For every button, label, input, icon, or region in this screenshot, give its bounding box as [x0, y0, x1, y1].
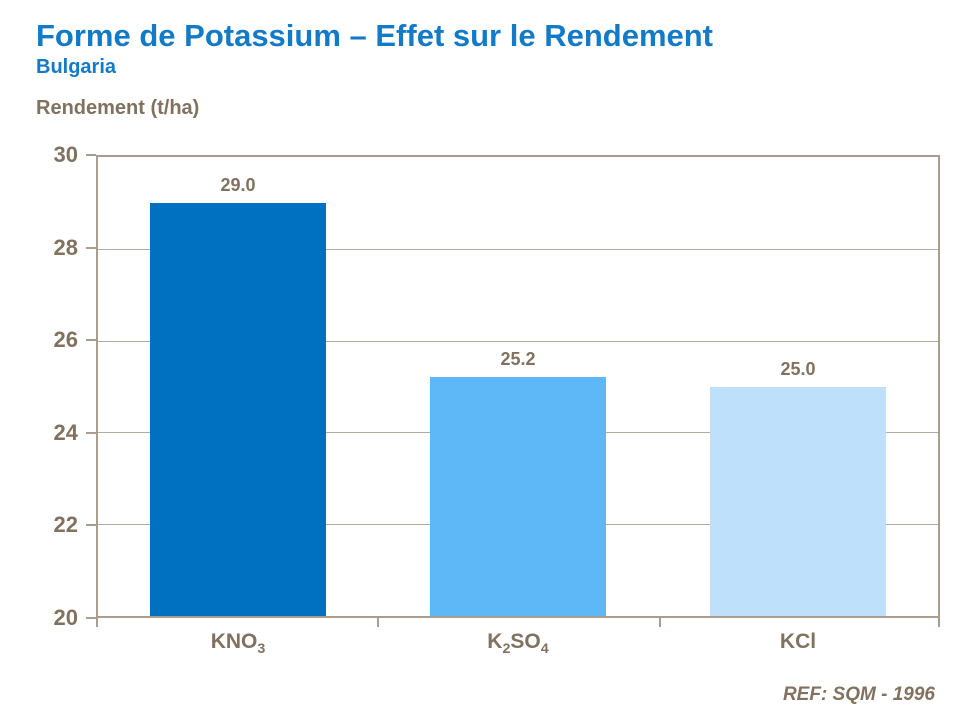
x-axis-tick: [658, 618, 661, 627]
y-axis-tick: [86, 339, 96, 342]
slide-subtitle: Bulgaria: [36, 56, 117, 78]
y-axis-tick: [86, 246, 96, 249]
y-axis-tick-label: 28: [53, 234, 78, 260]
y-axis-tick-label: 26: [53, 327, 78, 353]
y-axis-tick: [86, 524, 96, 527]
bar-K2SO4: [430, 377, 606, 616]
x-axis-tick: [377, 618, 380, 627]
bar-KNO3: [150, 202, 326, 616]
plot-area: 29.0 25.2 25.0: [96, 155, 940, 618]
x-axis-label-K2SO4: K2SO4: [487, 630, 549, 658]
x-axis-tick: [938, 618, 940, 627]
y-axis-tick: [86, 154, 96, 156]
gridline: [98, 340, 938, 342]
y-axis-tick: [86, 431, 96, 434]
gridline: [98, 248, 938, 250]
y-axis-title: Rendement (t/ha): [36, 97, 200, 119]
y-axis-tick-label: 24: [53, 419, 78, 445]
y-axis-tick-label: 22: [53, 512, 78, 538]
bar-value-label: 25.2: [500, 349, 536, 370]
bar-KCl: [710, 386, 886, 616]
bar-value-label: 25.0: [780, 358, 816, 379]
bar-value-label: 29.0: [220, 174, 256, 195]
y-axis-tick: [86, 617, 96, 619]
slide-title: Forme de Potassium – Effet sur le Rendem…: [36, 18, 714, 53]
x-axis-label-KCl: KCl: [779, 630, 817, 653]
y-axis-tick-label: 20: [53, 605, 78, 630]
x-axis-label-KNO3: KNO3: [210, 630, 266, 658]
y-axis-tick-label: 30: [53, 142, 78, 167]
source-note: REF: SQM - 1996: [782, 684, 935, 705]
x-axis-tick: [96, 618, 98, 627]
